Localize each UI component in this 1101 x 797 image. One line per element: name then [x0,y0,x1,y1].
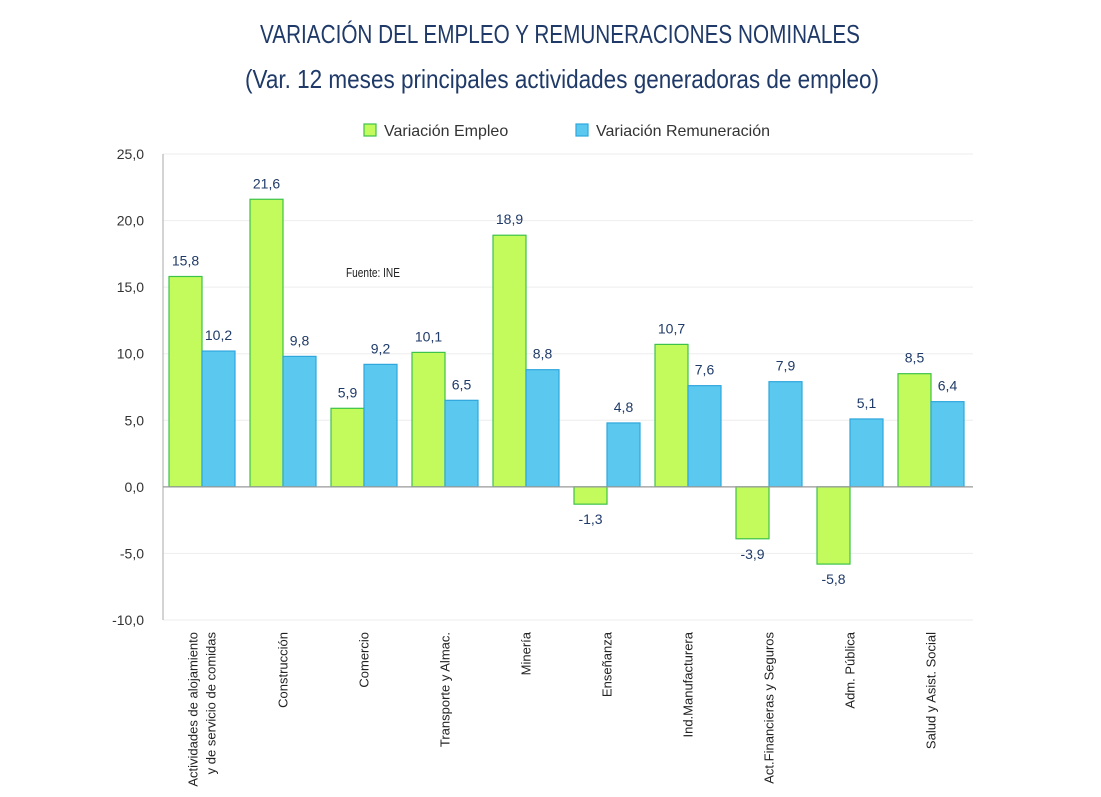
data-label: 15,8 [172,252,199,268]
data-label: 21,6 [253,175,280,191]
x-tick-label: Actividades de alojamiento y de servicio … [186,632,219,787]
legend-swatch-empleo [363,123,377,137]
x-tick-label-line: Construcción [276,632,291,708]
bar-remuneracion [849,418,884,488]
x-tick-label: Construcción [276,632,291,708]
data-label: 7,6 [695,362,715,378]
data-label: 6,4 [938,378,958,394]
x-tick-label-line: Act.Financieras y Seguros [762,632,777,784]
chart-title: VARIACIÓN DEL EMPLEO Y REMUNERACIONES NO… [260,19,860,49]
y-tick-label: -10,0 [112,612,144,628]
bar-remuneracion [282,355,317,488]
x-tick-label: Enseñanza [600,631,615,697]
y-tick-label: -5,0 [120,545,144,561]
data-label: -1,3 [578,511,602,527]
x-tick-label: Ind.Manufacturera [681,631,696,737]
data-label: 5,1 [857,395,877,411]
data-label: 18,9 [496,211,523,227]
bar-empleo [492,234,527,488]
data-label: 5,9 [338,384,358,400]
data-label: 8,5 [905,350,925,366]
bar-empleo [330,407,365,488]
bars: 15,8 21,6 5,9 10,1 18,9 -1,3 10,7 -3,9 -5,8 8,5 10… [168,175,965,587]
data-label: 6,5 [452,376,472,392]
data-label: 10,2 [205,327,232,343]
y-tick-label: 15,0 [117,279,144,295]
data-label: 9,2 [371,340,391,356]
bar-remuneracion [606,422,641,488]
bar-empleo [897,373,932,488]
data-label: -5,8 [821,571,845,587]
y-tick-label: 10,0 [117,346,144,362]
chart-subtitle: (Var. 12 meses principales actividades g… [245,64,879,94]
y-tick-label: 0,0 [125,479,145,495]
x-tick-label: Salud y Asist. Social [924,632,939,749]
source-annotation: Fuente: INE [346,265,400,280]
x-tick-label: Comercio [357,632,372,688]
data-label: -3,9 [740,546,764,562]
bar-remuneracion [687,385,722,488]
bar-remuneracion [930,401,965,488]
bar-remuneracion [768,381,803,488]
x-tick-label-line: Ind.Manufacturera [681,631,696,737]
x-tick-label: Adm. Pública [843,631,858,708]
bar-remuneracion [363,363,398,488]
x-tick-label: Minería [519,631,534,675]
x-tick-label-line: Transporte y Almac. [438,632,453,747]
bar-remuneracion [201,350,236,488]
x-tick-label: Transporte y Almac. [438,632,453,747]
x-tick-label-line: Salud y Asist. Social [924,632,939,749]
data-label: 10,1 [415,328,442,344]
legend-label: Variación Remuneración [596,123,770,140]
x-axis: Actividades de alojamiento y de servicio … [163,486,973,787]
data-label: 10,7 [658,320,685,336]
legend-swatch-remuneracion [575,123,589,137]
bar-empleo [735,486,770,540]
y-tick-label: 20,0 [117,213,144,229]
bar-empleo [816,486,851,565]
data-label: 9,8 [290,332,310,348]
x-tick-label-line: Actividades de alojamiento [186,632,201,787]
data-label: 7,9 [776,358,796,374]
bar-empleo [573,486,608,505]
x-tick-label-line: Minería [519,631,534,675]
y-tick-label: 5,0 [125,412,145,428]
bar-empleo [249,198,284,488]
bar-remuneracion [525,369,560,488]
x-tick-label-line: Comercio [357,632,372,688]
x-tick-label-line: Adm. Pública [843,631,858,708]
legend: Variación Empleo Variación Remuneración [363,123,770,140]
bar-empleo [168,275,203,488]
y-tick-label: 25,0 [117,146,144,162]
legend-label: Variación Empleo [384,123,508,140]
data-label: 8,8 [533,346,553,362]
data-label: 4,8 [614,399,634,415]
y-axis: 25,0 20,0 15,0 10,0 5,0 0,0 -5,0 -10,0 [112,146,164,628]
x-tick-label-line: y de servicio de comidas [204,632,219,775]
bar-empleo [411,351,446,488]
bar-empleo [654,343,689,488]
x-tick-label: Act.Financieras y Seguros [762,632,777,784]
bar-remuneracion [444,399,479,488]
x-tick-label-line: Enseñanza [600,631,615,697]
